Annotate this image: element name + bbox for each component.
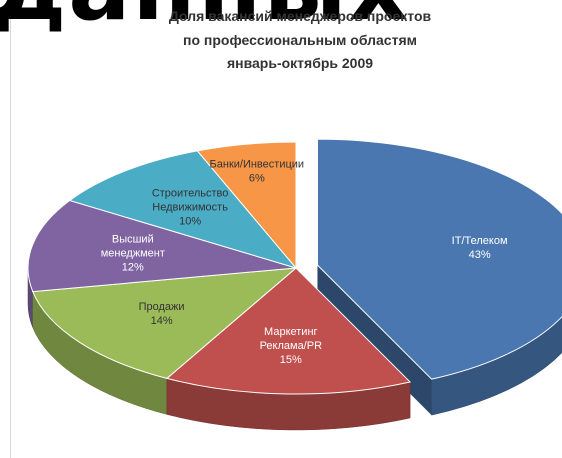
pie-slice-высший	[27, 199, 297, 293]
pie-side-it-телеком	[431, 316, 562, 416]
pie-slice-строительство	[68, 150, 298, 269]
pie-category-label-строительство-0: Строительство	[152, 188, 229, 200]
left-border-line	[10, 0, 11, 458]
pie-value-label-маркетинг: 15%	[280, 354, 302, 366]
pie-category-label-it-телеком-0: IT/Телеком	[452, 235, 508, 247]
pie-slice-it-телеком	[316, 138, 562, 380]
pie-category-label-маркетинг-1: Реклама/PR	[260, 340, 323, 352]
pie-category-label-маркетинг-0: Маркетинг	[264, 326, 317, 338]
pie-category-label-продажи-0: Продажи	[139, 301, 185, 313]
pie-value-label-строительство: 10%	[179, 216, 201, 228]
pie-category-label-строительство-1: Недвижимость	[152, 202, 228, 214]
chart-title-line-3: январь-октябрь 2009	[226, 55, 374, 71]
pie-labels: IT/Телеком 43% Маркетинг Реклама/PR 15% Прода…	[101, 158, 508, 366]
pie-slice-продажи	[32, 267, 298, 379]
chart-title-line-2: по профессиональным областям	[183, 32, 417, 48]
pie-slice-банки-инвестиции	[196, 141, 297, 270]
pie-value-label-банки-инвестиции: 6%	[249, 172, 265, 184]
pie-value-label-продажи: 14%	[151, 315, 173, 327]
pie-category-label-банки-инвестиции-0: Банки/Инвестиции	[210, 158, 305, 170]
pie-value-label-высший: 12%	[122, 261, 144, 273]
background-heading-fragment: данных	[0, 0, 410, 34]
pie-category-label-высший-0: Высший	[112, 233, 154, 245]
pie-tops	[27, 138, 562, 395]
pie-category-label-высший-1: менеджмент	[101, 247, 165, 259]
chart-title-line-1: Доля вакансий менеджеров проектов	[168, 8, 432, 24]
pie-slice-маркетинг	[165, 267, 412, 395]
pie-value-label-it-телеком: 43%	[469, 249, 491, 261]
